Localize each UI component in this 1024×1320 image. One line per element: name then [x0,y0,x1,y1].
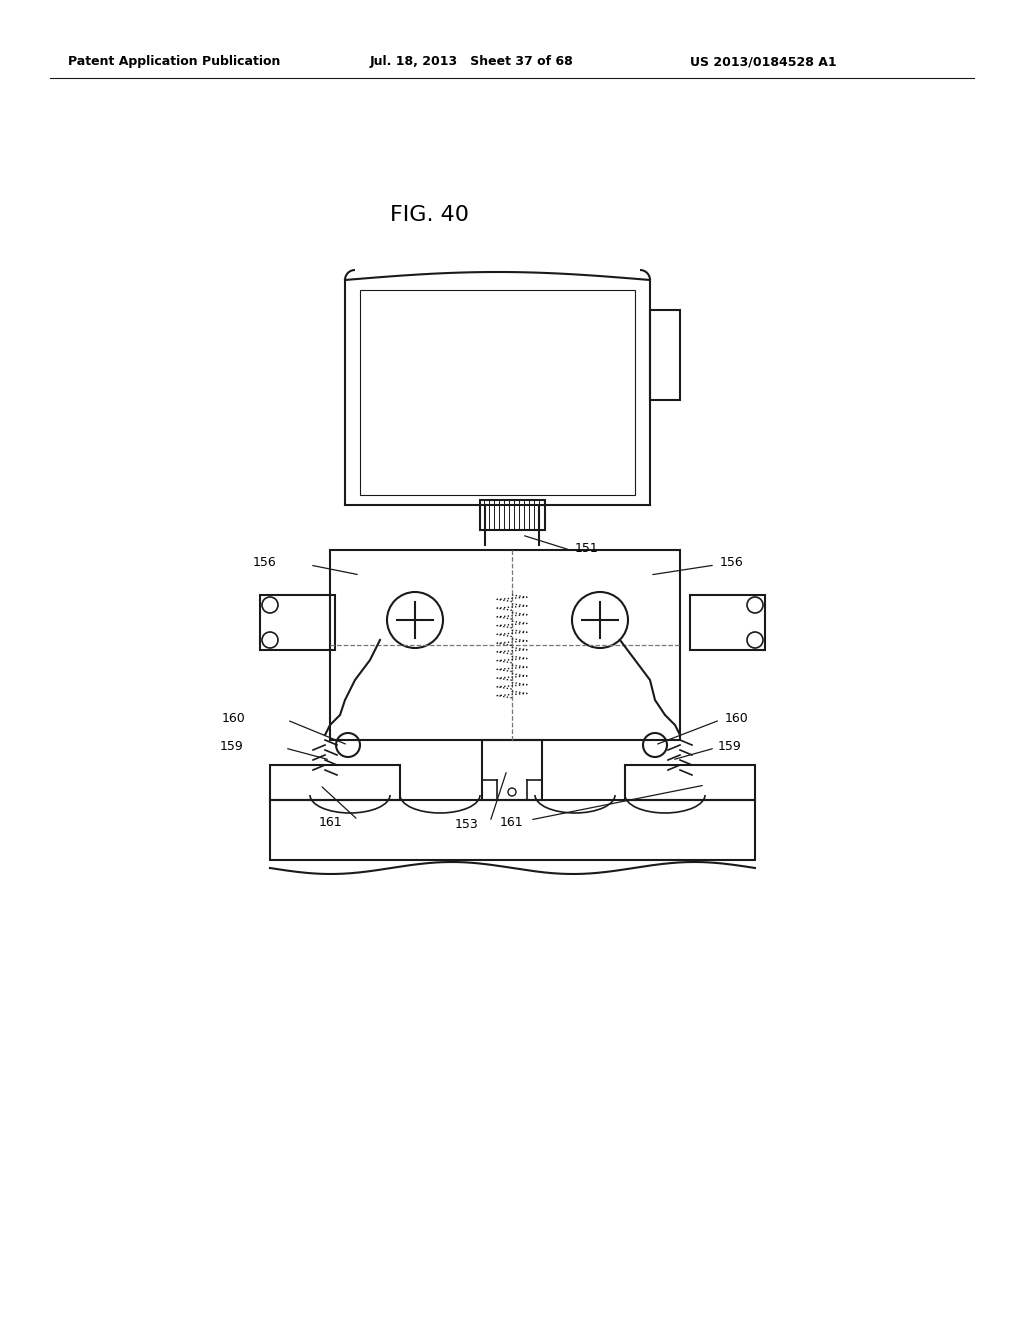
Text: 156: 156 [252,557,276,569]
Text: 159: 159 [718,739,741,752]
Text: 161: 161 [500,817,523,829]
Text: Patent Application Publication: Patent Application Publication [68,55,281,69]
Bar [690,595,765,649]
Text: US 2013/0184528 A1: US 2013/0184528 A1 [690,55,837,69]
Bar [270,800,755,861]
Text: 156: 156 [720,557,743,569]
Bar [270,766,400,800]
Text: FIG. 40: FIG. 40 [390,205,469,224]
Bar [260,595,335,649]
Bar [650,310,680,400]
Bar [360,290,635,495]
Text: Jul. 18, 2013   Sheet 37 of 68: Jul. 18, 2013 Sheet 37 of 68 [370,55,573,69]
Bar [330,550,680,741]
Text: 153: 153 [455,818,478,832]
Bar [625,766,755,800]
Bar [482,741,542,800]
Text: 160: 160 [221,711,245,725]
Text: 161: 161 [318,817,342,829]
Text: 151: 151 [575,541,599,554]
Text: 160: 160 [725,711,749,725]
Bar [480,500,545,531]
Text: 159: 159 [219,739,243,752]
